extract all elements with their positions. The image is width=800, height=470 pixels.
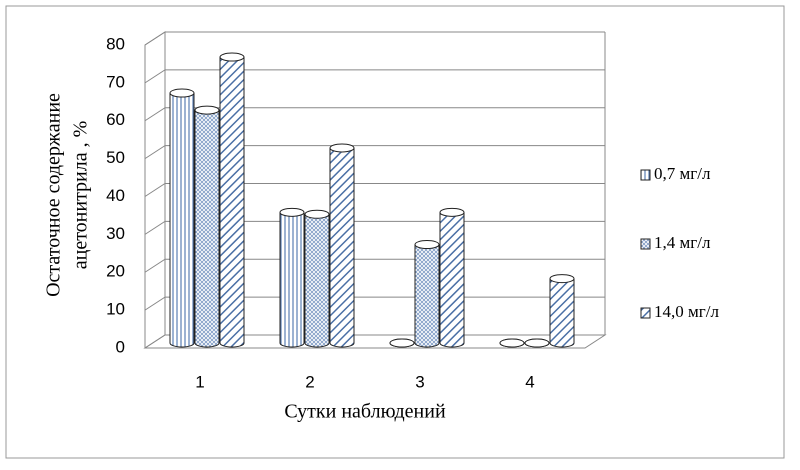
- bar-top: [524, 338, 550, 348]
- bar-top: [499, 338, 525, 348]
- bar-top: [169, 88, 195, 98]
- bar-body: [415, 244, 439, 343]
- bar-body: [440, 212, 464, 343]
- x-axis-label: Сутки наблюдений: [284, 401, 446, 423]
- bar: [304, 209, 330, 348]
- bar-top: [194, 105, 220, 115]
- bar-top: [329, 143, 355, 153]
- bar-body: [280, 212, 304, 343]
- x-tick-label: 2: [305, 372, 314, 391]
- grid-line: [144, 69, 605, 84]
- x-tick-label: 3: [415, 372, 424, 391]
- bar-top: [549, 274, 575, 284]
- y-tick-label: 10: [106, 300, 125, 319]
- bar: [279, 207, 305, 348]
- bar: [439, 207, 465, 348]
- bar: [194, 105, 220, 348]
- legend-swatch: [640, 238, 651, 250]
- bar-body: [305, 214, 329, 343]
- y-tick-label: 20: [106, 262, 125, 281]
- y-tick-label: 30: [106, 224, 125, 243]
- y-tick-label: 40: [106, 186, 125, 205]
- x-tick-label: 4: [525, 372, 534, 391]
- bar-top: [304, 209, 330, 219]
- bar-top: [439, 207, 465, 217]
- legend-swatch: [640, 307, 651, 319]
- bar: [169, 88, 195, 348]
- bar-top: [279, 207, 305, 217]
- bar: [389, 338, 415, 348]
- grid-line: [144, 107, 605, 122]
- bar: [219, 52, 245, 348]
- bar-body: [195, 110, 219, 343]
- bar: [524, 338, 550, 348]
- bar-body: [550, 278, 574, 343]
- grid-line: [144, 183, 605, 197]
- legend-label: 1,4 мг/л: [654, 233, 711, 252]
- bar: [414, 240, 440, 348]
- y-tick-label: 0: [116, 337, 125, 356]
- legend-label: 0,7 мг/л: [654, 164, 711, 183]
- bar: [549, 274, 575, 348]
- legend-label: 14,0 мг/л: [654, 302, 719, 321]
- bar-body: [220, 57, 244, 343]
- x-tick-label: 1: [195, 372, 204, 391]
- bar-top: [414, 240, 440, 250]
- grid-line: [144, 145, 605, 160]
- frame: [5, 5, 785, 459]
- y-tick-label: 60: [106, 110, 125, 129]
- y-tick-label: 70: [106, 72, 125, 91]
- bar-top: [389, 338, 415, 348]
- y-axis-label: ацетонитрила , %: [70, 121, 92, 270]
- y-tick-label: 80: [106, 34, 125, 53]
- bar-top: [219, 52, 245, 62]
- grid-line: [144, 31, 605, 46]
- bar: [329, 143, 355, 348]
- y-axis-label: Остаточное содержание: [43, 93, 65, 297]
- legend-swatch: [640, 169, 651, 181]
- bar: [499, 338, 525, 348]
- bar-body: [330, 147, 354, 343]
- bar-body: [170, 93, 194, 344]
- y-tick-label: 50: [106, 148, 125, 167]
